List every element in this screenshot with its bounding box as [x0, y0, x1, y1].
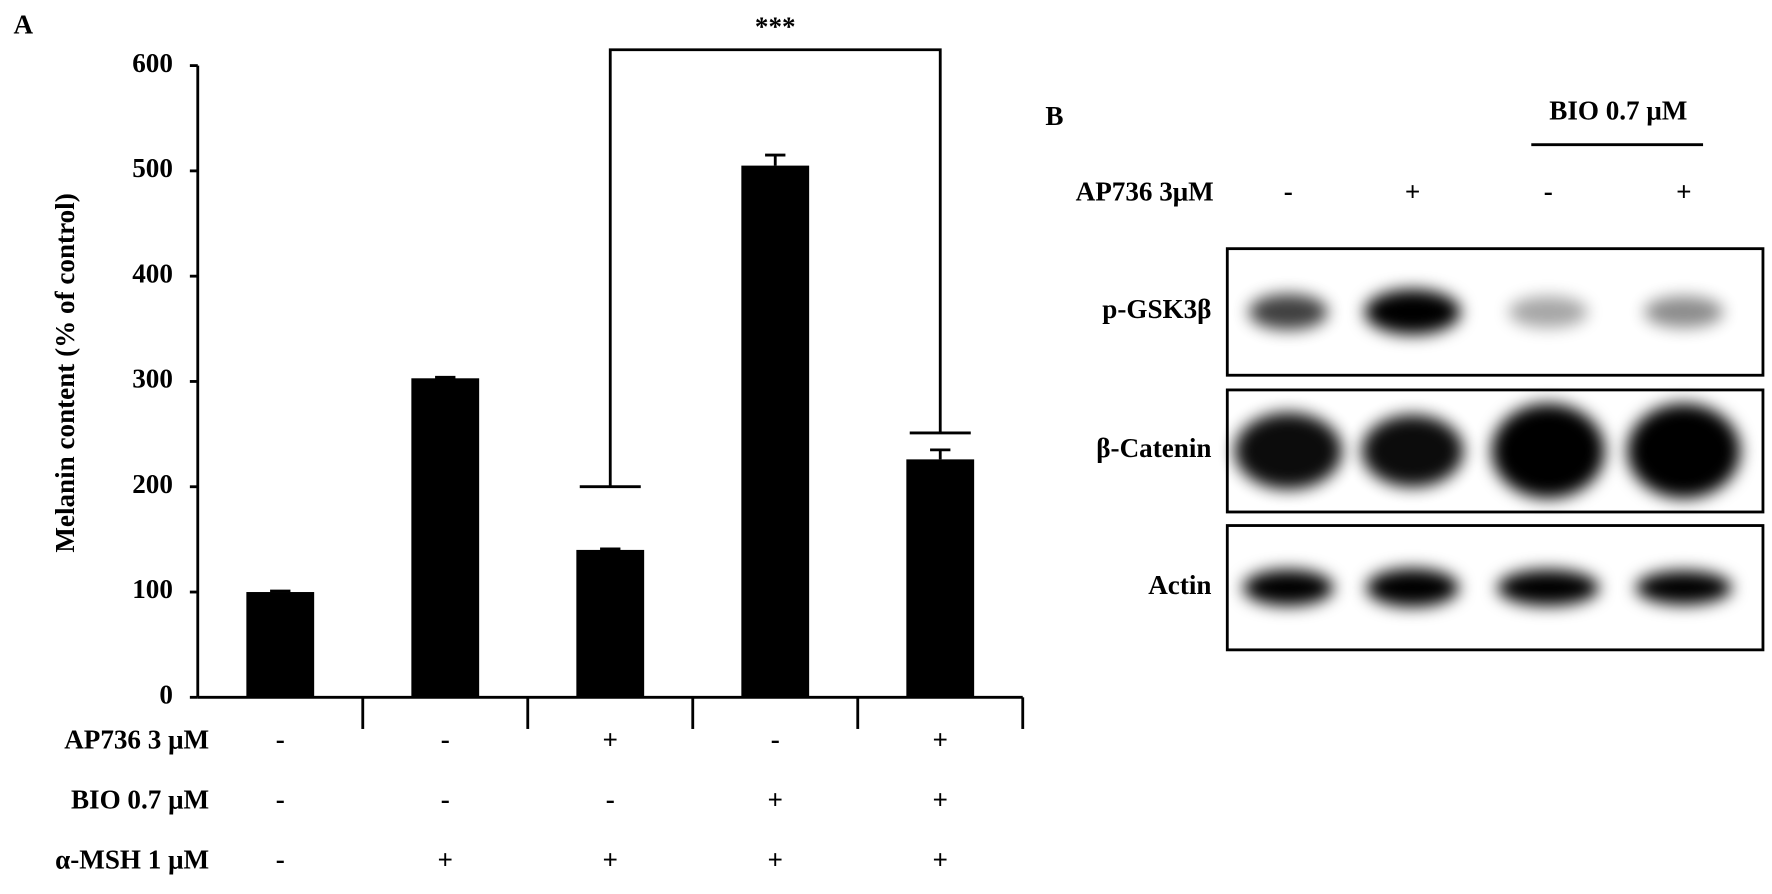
error-bar	[765, 153, 786, 166]
bar	[741, 165, 810, 698]
treatment-sign: -	[276, 725, 285, 755]
y-tick-label: 500	[132, 153, 173, 183]
blot-band	[1497, 569, 1600, 606]
treatment-sign: -	[276, 785, 285, 815]
bar	[576, 549, 645, 698]
y-tick-label: 300	[132, 364, 173, 394]
error-bar	[270, 589, 291, 593]
blot-band	[1635, 570, 1732, 605]
y-axis-label: Melanin content (% of control)	[50, 193, 80, 552]
blot-band	[1248, 293, 1328, 331]
y-tick-label: 600	[132, 48, 173, 78]
treatment-label: α-MSH 1 μM	[55, 845, 209, 875]
treatment-sign: -	[441, 785, 450, 815]
blot-band	[1508, 296, 1588, 328]
y-tick-label: 100	[132, 574, 173, 604]
blot-row-label: β-Catenin	[1096, 433, 1211, 463]
treatment-sign: +	[933, 845, 948, 875]
panel-label: A	[14, 9, 34, 39]
treatment-label: BIO 0.7 μM	[71, 785, 209, 815]
group-label: BIO 0.7 μM	[1549, 95, 1687, 125]
y-tick-label: 400	[132, 258, 173, 288]
bar	[906, 459, 975, 698]
lane-sign: +	[1676, 177, 1691, 207]
treatment-sign: +	[603, 725, 618, 755]
blot-row-label: Actin	[1148, 570, 1211, 600]
treatment-sign: +	[933, 785, 948, 815]
treatment-sign: -	[276, 845, 285, 875]
bar	[411, 378, 480, 698]
error-bar	[600, 547, 621, 551]
lane-sign: -	[1284, 177, 1293, 207]
blot-band	[1627, 403, 1741, 499]
treatment-sign: +	[438, 845, 453, 875]
treatment-sign: -	[441, 725, 450, 755]
lane-sign: -	[1544, 177, 1553, 207]
blot-row-label: p-GSK3β	[1102, 294, 1211, 324]
significance-label: ***	[755, 12, 796, 42]
blot-band	[1234, 412, 1342, 490]
treatment-sign: +	[933, 725, 948, 755]
error-bar	[435, 375, 456, 379]
blot-band	[1491, 403, 1605, 499]
treatment-sign: +	[603, 845, 618, 875]
blot-band	[1366, 568, 1459, 607]
blot-band	[1243, 569, 1334, 606]
significance-bracket	[608, 48, 942, 487]
treatment-sign: -	[606, 785, 615, 815]
y-tick-label: 200	[132, 469, 173, 499]
error-bar	[930, 448, 951, 460]
blot-band	[1361, 414, 1464, 488]
treatment-label: AP736 3μM	[1076, 177, 1214, 207]
treatment-label: AP736 3 μM	[64, 725, 209, 755]
bar	[246, 592, 315, 698]
blot-band	[1364, 289, 1461, 335]
blot-band	[1644, 296, 1724, 328]
lane-sign: +	[1405, 177, 1420, 207]
y-tick-label: 0	[159, 680, 173, 710]
treatment-sign: +	[768, 785, 783, 815]
panel-label: B	[1045, 101, 1063, 131]
treatment-sign: +	[768, 845, 783, 875]
treatment-sign: -	[771, 725, 780, 755]
